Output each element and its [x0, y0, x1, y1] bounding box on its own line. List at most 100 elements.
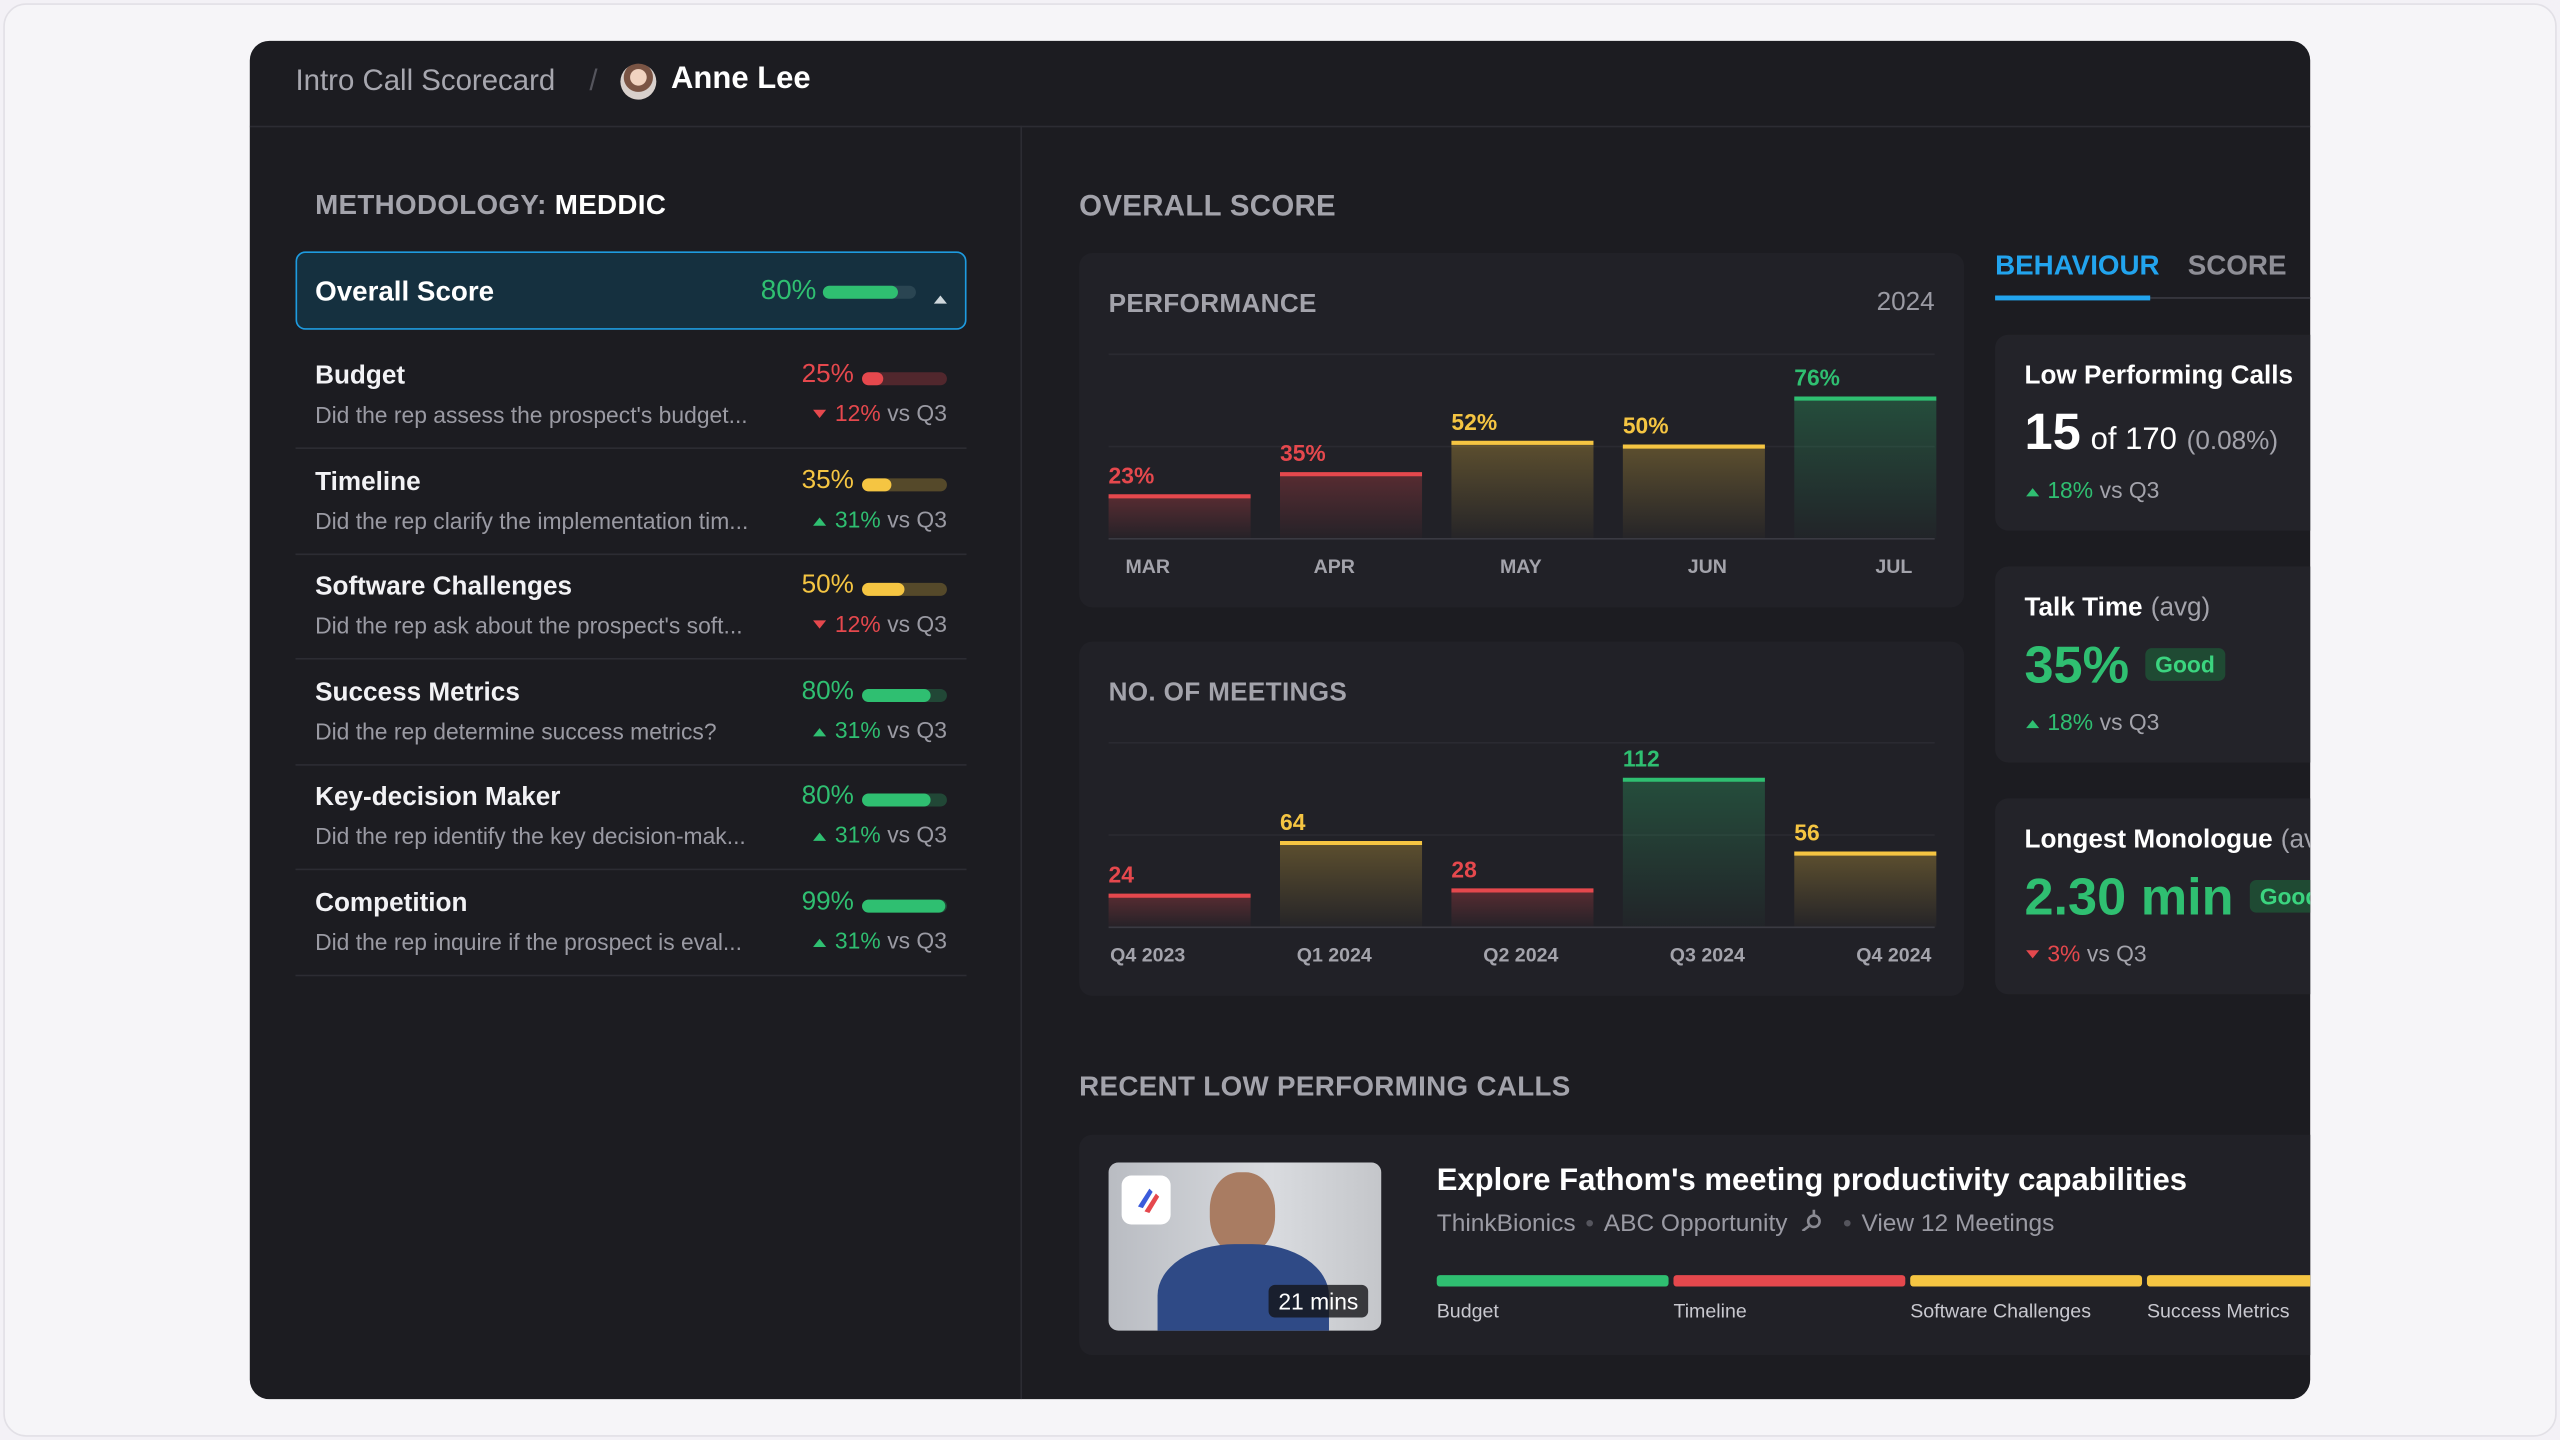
comparison: vs Q3	[2099, 476, 2160, 503]
score-track	[862, 582, 947, 596]
user-name: Anne Lee	[671, 62, 811, 97]
arrow	[933, 295, 947, 304]
tab[interactable]: SCORE	[2187, 249, 2287, 281]
stat-name: Longest Monologue	[2024, 826, 2273, 854]
x-tick-label: JUL	[1875, 556, 1912, 578]
arrow	[813, 516, 827, 525]
score-label: 80%	[760, 274, 817, 306]
stat-change: 18% vs Q3	[2024, 477, 2159, 503]
bar	[1794, 398, 1937, 539]
performance-chart: 23% MAR 35% APR 52% MAY 50% JUN 76% JUL	[1108, 353, 1937, 578]
breadcrumb[interactable]: Intro Call Scorecard	[295, 63, 556, 97]
comparison: vs Q3	[2086, 940, 2147, 967]
avatar	[620, 63, 657, 100]
arrow	[2026, 488, 2040, 497]
segment-label: Budget	[1436, 1299, 1499, 1323]
segment-bar	[1436, 1275, 1669, 1287]
trend-arrow	[812, 821, 828, 841]
score-change: 12% vs Q3	[812, 611, 947, 637]
call-thumbnail[interactable]: 21 mins	[1108, 1162, 1382, 1331]
score-bar	[862, 793, 930, 807]
stat-qualifier: (avg)	[2150, 594, 2211, 623]
value-label: 23%	[1109, 462, 1155, 488]
segment-label: Timeline	[1673, 1299, 1747, 1323]
stat-name: Low Performing Calls	[2024, 362, 2294, 391]
score-track	[862, 477, 947, 491]
chart-title: PERFORMANCE	[1108, 290, 1317, 319]
criterion-row[interactable]: Success Metrics Did the rep determine suc…	[295, 659, 967, 765]
criterion-row[interactable]: Budget Did the rep assess the prospect's …	[295, 343, 967, 449]
overall-score-row[interactable]: Overall Score 80%	[295, 251, 967, 330]
score-change: 31% vs Q3	[812, 505, 947, 531]
tab-active[interactable]: BEHAVIOUR	[1995, 249, 2160, 281]
change-value: 12%	[834, 610, 881, 637]
bar	[1451, 890, 1594, 928]
value-label: 76%	[1794, 365, 1840, 391]
trend-arrow	[812, 611, 828, 629]
x-tick-label: MAY	[1500, 556, 1542, 578]
segment-label: Software Challenges	[1910, 1299, 2091, 1323]
arrow-icon	[813, 409, 827, 418]
criterion-row[interactable]: Timeline Did the rep clarify the implemen…	[295, 448, 967, 555]
score-bar	[862, 898, 947, 912]
criterion-name: Software Challenges	[315, 573, 573, 601]
arrow-icon	[933, 295, 947, 304]
score-bar	[822, 285, 898, 299]
collapse-icon[interactable]	[932, 284, 948, 313]
bar	[1622, 446, 1765, 539]
criterion-description: Did the rep determine success metrics?	[315, 717, 717, 744]
value-label: 112	[1623, 746, 1660, 772]
x-tick-label: Q2 2024	[1483, 945, 1558, 967]
call-card[interactable]: 21 mins Explore Fathom's meeting product…	[1079, 1134, 2311, 1356]
performance-card: PERFORMANCE 2024 23% MAR 35% APR 52% MAY 50% JU…	[1079, 253, 1965, 608]
criterion-name: Competition	[315, 888, 468, 917]
view-meetings[interactable]: View 12 Meetings	[1861, 1209, 2055, 1238]
criterion-name: Overall Score	[315, 275, 495, 307]
arrow-icon	[2026, 488, 2040, 497]
hubspot-icon	[1801, 1209, 1821, 1233]
trend-arrow	[2024, 477, 2040, 497]
arrow	[813, 937, 827, 947]
arrow-icon	[813, 620, 827, 629]
criterion-name: Timeline	[315, 467, 421, 496]
comparison: vs Q3	[2099, 708, 2160, 735]
company: ThinkBionics	[1436, 1209, 1576, 1238]
x-tick-label: MAR	[1125, 556, 1170, 578]
change-value: 31%	[834, 505, 881, 532]
score-change: 31% vs Q3	[812, 927, 947, 953]
score-bar	[862, 582, 905, 596]
section-title: OVERALL SCORE	[1079, 189, 1336, 223]
segment-bar	[1910, 1275, 2143, 1287]
bar	[1108, 496, 1251, 539]
criterion-row[interactable]: Key-decision Maker Did the rep identify t…	[295, 764, 967, 871]
bar	[1794, 853, 1937, 928]
change-value: 18%	[2047, 476, 2094, 503]
stat-value-line: 2.30 min Good	[2024, 866, 2311, 927]
call-title[interactable]: Explore Fathom's meeting productivity ca…	[1436, 1164, 2188, 1199]
status-badge: Good	[2249, 879, 2311, 913]
trend-arrow	[812, 927, 828, 947]
score-track	[862, 793, 947, 807]
criterion-row[interactable]: Competition Did the rep inquire if the pr…	[295, 869, 967, 976]
stat-value-line: 15 of 170 (0.08%)	[2024, 403, 2278, 462]
change-value: 3%	[2047, 940, 2081, 967]
arrow	[2026, 720, 2040, 729]
arrow	[813, 832, 827, 841]
stat-title: Longest Monologue(avg)	[2024, 826, 2310, 855]
stat-value: 2.30 min	[2024, 866, 2234, 926]
arrow-icon	[813, 832, 827, 841]
bar	[1622, 779, 1765, 928]
segment-label: Success Metrics	[2146, 1299, 2290, 1323]
x-tick-label: Q1 2024	[1297, 945, 1372, 967]
score-track	[822, 285, 916, 299]
section-title: RECENT LOW PERFORMING CALLS	[1079, 1071, 1571, 1103]
change-value: 31%	[834, 821, 881, 848]
methodology: METHODOLOGY: MEDDIC	[315, 189, 666, 222]
criterion-row[interactable]: Software Challenges Did the rep ask about…	[295, 553, 967, 660]
criterion-description: Did the rep inquire if the prospect is e…	[315, 928, 742, 955]
stat-change: 3% vs Q3	[2024, 940, 2147, 967]
bar	[1451, 442, 1594, 539]
scorecard-panel: Intro Call Scorecard / Anne Lee METHODOL…	[249, 40, 2311, 1400]
trend-arrow	[932, 284, 948, 304]
